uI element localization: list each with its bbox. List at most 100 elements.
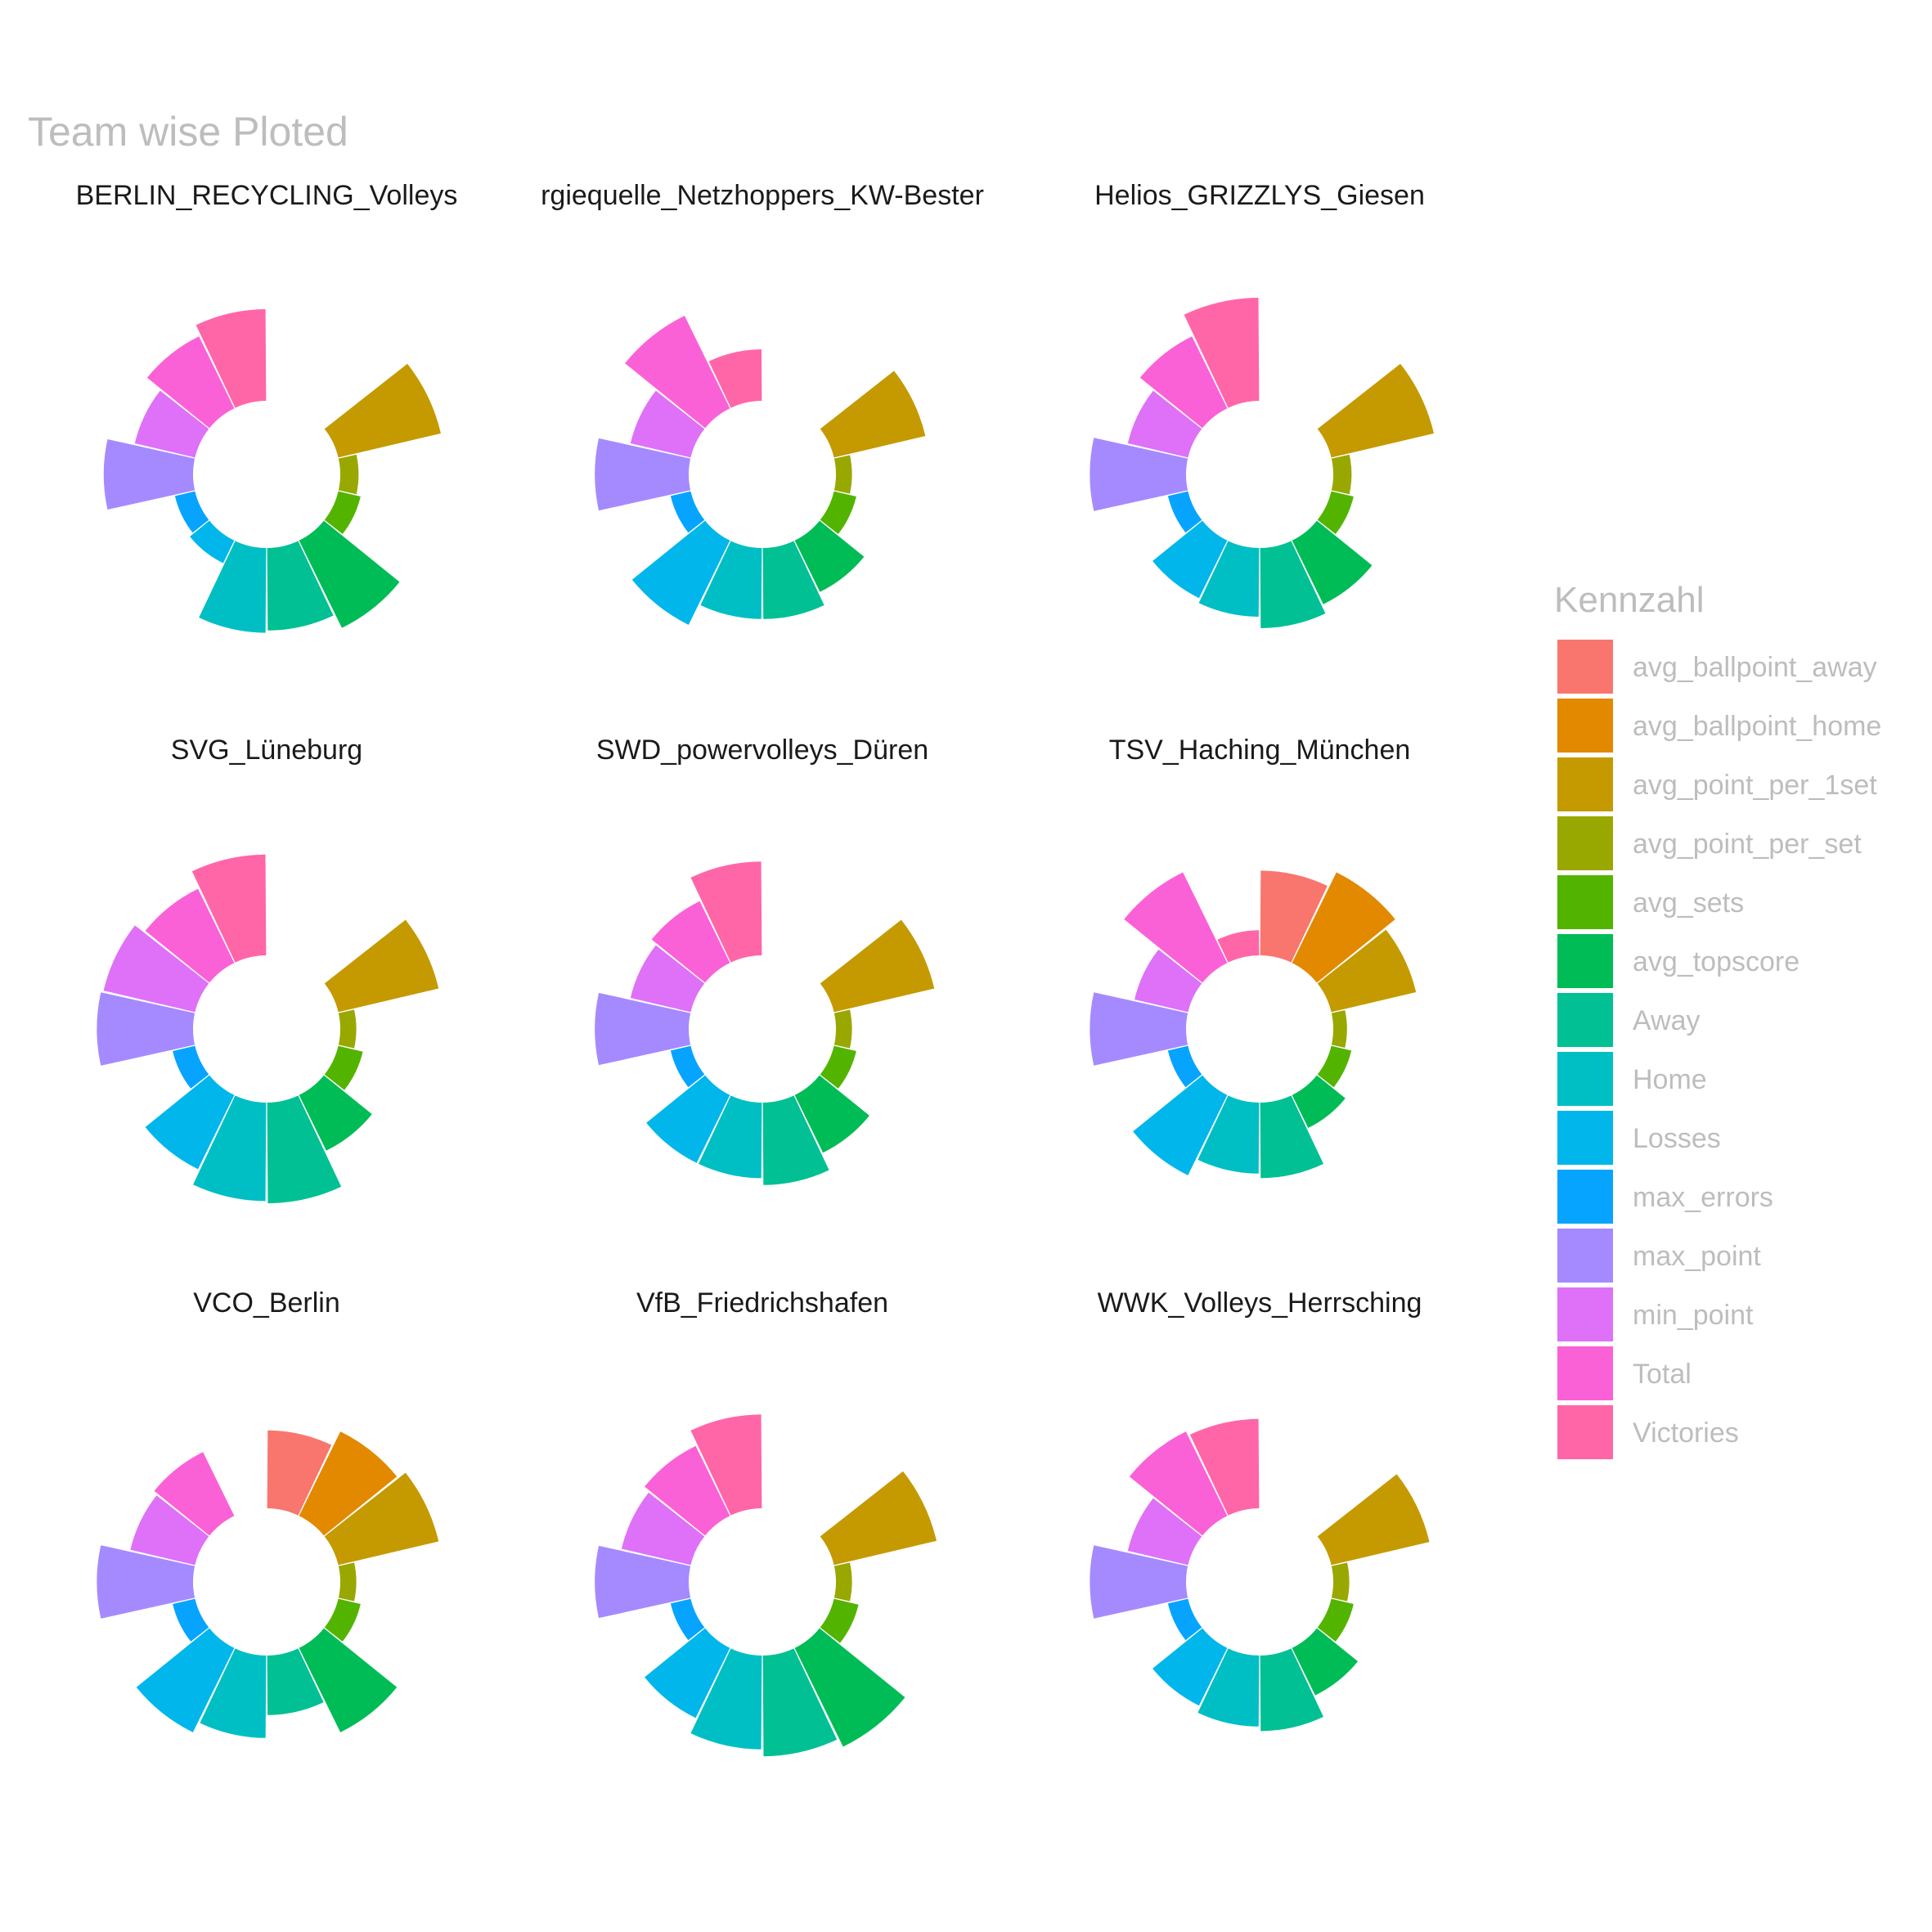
bar-Total (651, 901, 730, 983)
legend-label-Losses: Losses (1633, 1123, 1721, 1154)
bar-avg_point_per_set (1331, 454, 1352, 495)
bar-max_errors (1167, 1045, 1202, 1088)
legend-label-avg_point_per_set: avg_point_per_set (1633, 829, 1862, 860)
legend-swatch-avg_ballpoint_home (1557, 699, 1613, 753)
facet-SWD_powervolleys_Düren: SWD_powervolleys_Düren (595, 735, 935, 1185)
legend-label-avg_ballpoint_home: avg_ballpoint_home (1633, 711, 1881, 742)
bar-avg_sets (1317, 1045, 1352, 1088)
bar-Away (762, 1648, 838, 1757)
legend-swatch-avg_point_per_1set (1557, 757, 1613, 811)
bar-Losses (1133, 1075, 1228, 1175)
legend-label-Victories: Victories (1633, 1418, 1739, 1449)
facet-WWK_Volleys_Herrsching: WWK_Volleys_Herrsching (1090, 1287, 1430, 1732)
legend-swatch-Total (1557, 1346, 1613, 1400)
bar-avg_point_per_set (1331, 1009, 1347, 1049)
bar-avg_point_per_1set (1317, 929, 1417, 1013)
bar-Away (762, 1095, 829, 1185)
legend-label-max_errors: max_errors (1633, 1182, 1773, 1213)
bar-Away (267, 1095, 342, 1204)
bar-min_point (1134, 949, 1202, 1013)
bar-Victories (1184, 298, 1260, 408)
bar-max_errors (670, 491, 705, 533)
bar-avg_topscore (299, 520, 400, 628)
bar-avg_point_per_set (833, 455, 852, 494)
legend-label-avg_point_per_1set: avg_point_per_1set (1633, 770, 1877, 801)
bar-avg_sets (820, 1598, 859, 1643)
bar-Total (1139, 336, 1228, 429)
bar-Total (1129, 1431, 1228, 1536)
bar-min_point (1127, 390, 1202, 458)
bar-max_errors (670, 1045, 705, 1088)
legend-label-min_point: min_point (1633, 1300, 1754, 1331)
bar-avg_point_per_set (338, 454, 359, 495)
bar-avg_sets (820, 1045, 856, 1089)
bar-min_point (134, 390, 209, 458)
bar-Losses (646, 1075, 730, 1163)
bar-Home (699, 1095, 762, 1179)
bar-Losses (145, 1075, 235, 1170)
bar-avg_ballpoint_away (1260, 870, 1328, 963)
facet-title: rgiequelle_Netzhoppers_KW-Bester (541, 180, 984, 211)
bar-avg_topscore (1292, 1628, 1359, 1696)
bar-Victories (690, 861, 762, 963)
legend-swatch-avg_ballpoint_away (1557, 640, 1613, 694)
legend-swatch-Losses (1557, 1111, 1613, 1165)
bar-max_point (103, 439, 195, 510)
facet-VCO_Berlin: VCO_Berlin (97, 1287, 439, 1738)
bar-Total (145, 888, 235, 983)
legend-swatch-max_point (1557, 1229, 1613, 1283)
bar-max_errors (1167, 1598, 1202, 1641)
bar-Total (146, 336, 235, 429)
bar-Home (199, 541, 267, 633)
legend-label-avg_sets: avg_sets (1633, 887, 1744, 919)
bar-max_errors (173, 1598, 209, 1642)
bar-max_errors (173, 1045, 209, 1089)
bar-avg_sets (324, 1045, 363, 1090)
facet-VfB_Friedrichshafen: VfB_Friedrichshafen (595, 1287, 937, 1757)
bar-min_point (1127, 1498, 1202, 1566)
bar-max_point (595, 438, 691, 511)
bar-min_point (621, 1492, 705, 1566)
chart-title: Team wise Ploted (28, 109, 348, 155)
legend-label-avg_topscore: avg_topscore (1633, 946, 1799, 977)
bar-max_point (595, 1545, 691, 1619)
bar-avg_sets (324, 1598, 361, 1642)
legend-label-avg_ballpoint_away: avg_ballpoint_away (1633, 652, 1877, 683)
bar-avg_point_per_1set (1317, 1474, 1430, 1566)
bar-avg_point_per_set (338, 1562, 357, 1602)
bar-avg_topscore (794, 1075, 869, 1153)
bar-avg_point_per_1set (820, 1471, 937, 1566)
bar-Victories (690, 1414, 762, 1516)
facet-title: WWK_Volleys_Herrsching (1098, 1287, 1422, 1319)
bar-min_point (630, 390, 705, 458)
bar-avg_topscore (794, 1628, 905, 1747)
facet-title: TSV_Haching_München (1109, 735, 1411, 766)
bar-avg_topscore (299, 1628, 398, 1732)
legend-label-Total: Total (1633, 1359, 1692, 1390)
bar-Home (690, 1648, 762, 1750)
bar-avg_point_per_1set (324, 1472, 439, 1566)
bar-Total (645, 1445, 730, 1536)
facet-TSV_Haching_München: TSV_Haching_München (1090, 735, 1417, 1179)
bar-Home (193, 1095, 267, 1202)
bar-max_errors (1167, 491, 1202, 533)
bar-Home (700, 541, 762, 619)
bar-avg_topscore (299, 1075, 372, 1151)
bar-Away (267, 541, 334, 631)
bar-Losses (1152, 1628, 1228, 1706)
bar-avg_topscore (794, 520, 865, 592)
bar-avg_point_per_set (1331, 1562, 1350, 1602)
legend-swatch-avg_topscore (1557, 934, 1613, 988)
bar-avg_ballpoint_home (299, 1431, 398, 1536)
bar-max_point (1090, 1545, 1188, 1619)
bar-max_point (1090, 992, 1188, 1066)
bar-avg_point_per_set (338, 1009, 357, 1049)
bar-Away (1260, 1095, 1323, 1179)
legend-swatch-Home (1557, 1052, 1613, 1106)
bar-Home (1197, 1648, 1260, 1727)
bar-Home (1198, 541, 1260, 617)
bar-avg_sets (1317, 1598, 1354, 1642)
facet-rgiequelle_Netzhoppers_KW-Bester: rgiequelle_Netzhoppers_KW-Bester (541, 180, 984, 625)
bar-avg_point_per_set (833, 1562, 852, 1602)
facet-Helios_GRIZZLYS_Giesen: Helios_GRIZZLYS_Giesen (1090, 180, 1434, 628)
